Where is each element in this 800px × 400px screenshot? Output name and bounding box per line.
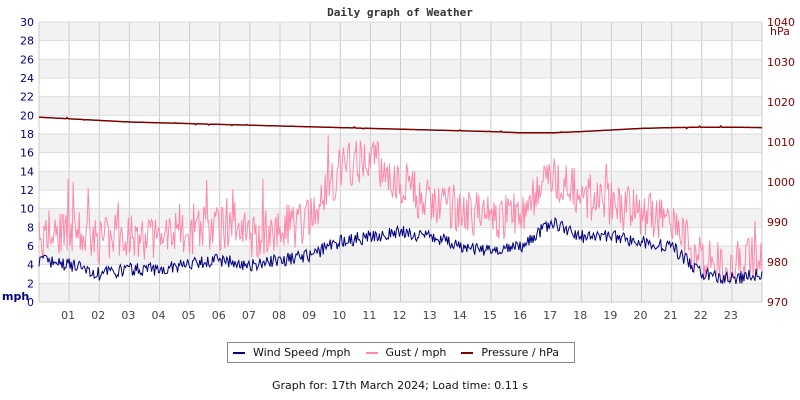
x-tick-label: 18 bbox=[573, 309, 587, 322]
x-tick-label: 01 bbox=[61, 309, 75, 322]
right-tick-label: 1010 bbox=[767, 136, 795, 149]
gust-swatch-icon bbox=[365, 351, 378, 354]
chart-legend: Wind Speed /mph Gust / mph Pressure / hP… bbox=[227, 342, 575, 363]
x-tick-label: 05 bbox=[182, 309, 196, 322]
x-tick-label: 08 bbox=[272, 309, 286, 322]
left-tick-label: 12 bbox=[20, 184, 34, 197]
wind-swatch-icon bbox=[233, 351, 245, 354]
left-tick-label: 24 bbox=[20, 72, 34, 85]
x-tick-label: 17 bbox=[543, 309, 557, 322]
pressure-series-line bbox=[38, 116, 762, 134]
gust-series-line bbox=[38, 135, 763, 283]
left-tick-label: 4 bbox=[27, 259, 34, 272]
right-axis-unit: hPa bbox=[770, 25, 790, 38]
right-tick-label: 970 bbox=[767, 296, 788, 309]
x-tick-label: 14 bbox=[453, 309, 467, 322]
left-tick-label: 26 bbox=[20, 53, 34, 66]
legend-label-gust: Gust / mph bbox=[385, 346, 447, 359]
left-tick-label: 2 bbox=[27, 277, 34, 290]
left-tick-label: 22 bbox=[20, 91, 34, 104]
x-tick-label: 03 bbox=[121, 309, 135, 322]
x-tick-label: 15 bbox=[483, 309, 497, 322]
wind-speed-series-line bbox=[38, 216, 763, 285]
legend-item-pressure: Pressure / hPa bbox=[461, 346, 559, 359]
right-tick-label: 990 bbox=[767, 216, 788, 229]
left-tick-label: 20 bbox=[20, 109, 34, 122]
pressure-swatch-icon bbox=[461, 351, 474, 354]
x-tick-label: 04 bbox=[152, 309, 166, 322]
left-tick-label: 8 bbox=[27, 221, 34, 234]
x-tick-label: 23 bbox=[724, 309, 738, 322]
left-tick-label: 6 bbox=[27, 240, 34, 253]
left-axis-unit: mph bbox=[2, 290, 29, 303]
right-tick-label: 1040 bbox=[767, 16, 795, 29]
x-tick-label: 11 bbox=[362, 309, 376, 322]
left-tick-label: 14 bbox=[20, 165, 34, 178]
legend-label-pressure: Pressure / hPa bbox=[481, 346, 559, 359]
right-tick-label: 1030 bbox=[767, 56, 795, 69]
right-axis-ticks: 970 980 990 1000 1010 1020 1030 1040 bbox=[767, 16, 795, 309]
x-axis-ticks: 01 02 03 04 05 06 07 08 09 10 11 12 13 14 15 16 17 18 19 20… bbox=[61, 309, 738, 322]
x-tick-label: 13 bbox=[423, 309, 437, 322]
x-tick-label: 06 bbox=[212, 309, 226, 322]
x-tick-label: 09 bbox=[302, 309, 316, 322]
chart-title: Daily graph of Weather bbox=[327, 6, 473, 19]
x-tick-label: 20 bbox=[634, 309, 648, 322]
legend-item-wind: Wind Speed /mph bbox=[233, 346, 351, 359]
x-tick-label: 02 bbox=[91, 309, 105, 322]
left-tick-label: 16 bbox=[20, 147, 34, 160]
x-tick-label: 22 bbox=[694, 309, 708, 322]
left-tick-label: 30 bbox=[20, 16, 34, 29]
footer-status: Graph for: 17th March 2024; Load time: 0… bbox=[271, 379, 529, 392]
left-tick-label: 0 bbox=[27, 296, 34, 309]
x-tick-label: 21 bbox=[664, 309, 678, 322]
right-tick-label: 1020 bbox=[767, 96, 795, 109]
x-tick-label: 07 bbox=[242, 309, 256, 322]
left-tick-label: 18 bbox=[20, 128, 34, 141]
legend-label-wind: Wind Speed /mph bbox=[253, 346, 351, 359]
right-tick-label: 1000 bbox=[767, 176, 795, 189]
right-tick-label: 980 bbox=[767, 256, 788, 269]
x-tick-label: 12 bbox=[393, 309, 407, 322]
left-tick-label: 10 bbox=[20, 203, 34, 216]
x-tick-label: 16 bbox=[513, 309, 527, 322]
legend-item-gust: Gust / mph bbox=[365, 346, 447, 359]
x-tick-label: 10 bbox=[332, 309, 346, 322]
x-tick-label: 19 bbox=[603, 309, 617, 322]
left-tick-label: 28 bbox=[20, 35, 34, 48]
